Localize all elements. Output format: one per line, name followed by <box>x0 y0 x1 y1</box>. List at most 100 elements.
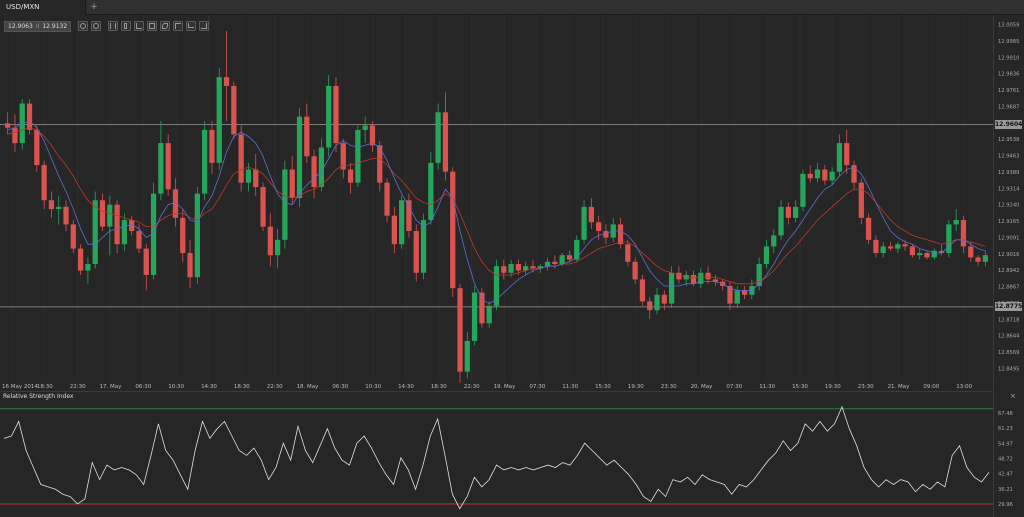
candle-body <box>647 301 653 311</box>
candle-body <box>129 220 135 232</box>
x-tick-label: 09:00 <box>923 384 939 390</box>
rsi-header: Relative Strength Index <box>0 391 993 401</box>
candle-body <box>734 290 740 304</box>
candle-body <box>530 266 536 269</box>
candle-body <box>800 173 806 207</box>
x-tick-label: 18:30 <box>431 384 447 390</box>
candle-body <box>501 266 507 273</box>
add-tab-button[interactable]: + <box>90 2 98 12</box>
candle-body <box>953 220 959 225</box>
x-tick-label: 22:30 <box>267 384 283 390</box>
x-tick-label: 11:30 <box>759 384 775 390</box>
candle-body <box>77 248 84 271</box>
candle-body <box>362 125 368 130</box>
candle-body <box>384 182 390 216</box>
ohlc-readout: 12.9063 II 12.9132 <box>4 21 72 32</box>
candle-body <box>457 288 463 372</box>
y-tick-label: 12.9687 <box>998 104 1019 110</box>
candle-body <box>48 200 55 210</box>
ohlc-low: 12.9063 <box>8 23 33 30</box>
indicator-icon[interactable] <box>147 21 157 31</box>
candle-body <box>420 220 427 273</box>
rsi-line <box>3 405 990 510</box>
line-type-icon[interactable] <box>134 21 144 31</box>
candle-body <box>844 143 850 166</box>
settings-icon[interactable] <box>186 21 196 31</box>
price-tag-upper: 12.9604 <box>995 120 1023 130</box>
candle-body <box>661 294 667 304</box>
price-scale[interactable] <box>993 15 1024 517</box>
tab-usdmxn[interactable]: USD/MXN <box>0 0 86 15</box>
candle-body <box>41 165 47 201</box>
candle-body <box>493 266 500 306</box>
x-tick-label: 06:30 <box>332 384 348 390</box>
crosshair-icon[interactable] <box>173 21 183 31</box>
y-tick-label: 12.8942 <box>998 268 1019 274</box>
candle-body <box>253 169 259 188</box>
x-tick-label: 13:00 <box>956 384 972 390</box>
candle-body <box>318 147 325 188</box>
candle-body <box>559 255 565 264</box>
zoom-out-icon[interactable] <box>91 21 101 31</box>
y-tick-label: 12.9463 <box>998 154 1019 160</box>
price-chart[interactable]: 16 May 2014 18:30 22:30 17. May 06:30 10:30 14… <box>0 15 993 391</box>
candle-body <box>566 255 573 260</box>
candle-body <box>238 134 244 183</box>
y-tick-label: 12.9761 <box>998 88 1019 94</box>
candle-body <box>107 204 113 227</box>
candle-body <box>851 165 857 183</box>
candle-body <box>523 266 529 271</box>
candle-body <box>574 239 580 260</box>
draw-icon[interactable] <box>160 21 170 31</box>
candle-body <box>304 116 310 157</box>
candle-body <box>26 103 33 130</box>
candle-body <box>960 220 967 247</box>
candle-body <box>895 244 901 249</box>
x-tick-label: 15:30 <box>595 384 611 390</box>
x-tick-label: 15:30 <box>792 384 808 390</box>
candle-body <box>632 261 638 280</box>
x-tick-label: 07:30 <box>529 384 545 390</box>
rsi-close-button[interactable]: × <box>1010 392 1016 400</box>
rsi-tick-label: 36.21 <box>998 487 1013 493</box>
candle-body <box>136 231 142 249</box>
x-tick-label: 18:30 <box>234 384 250 390</box>
candle-body <box>260 187 266 227</box>
x-tick-label: 10:30 <box>365 384 381 390</box>
candle-body <box>274 239 281 256</box>
candle-body <box>92 200 98 264</box>
candle-body <box>617 224 624 245</box>
y-tick-label: 12.9016 <box>998 252 1019 258</box>
trend-icon[interactable] <box>199 21 209 31</box>
rsi-chart[interactable] <box>0 401 993 517</box>
zoom-in-icon[interactable] <box>78 21 88 31</box>
candle-body <box>887 246 894 249</box>
candle-body <box>216 77 222 163</box>
candle-body <box>150 193 157 275</box>
candle-body <box>180 217 186 254</box>
y-tick-label: 12.9240 <box>998 203 1019 209</box>
candle-body <box>698 272 704 284</box>
candle-body <box>690 274 697 284</box>
candle-body <box>377 145 383 183</box>
candle-body <box>793 206 799 218</box>
candle-body <box>822 169 828 181</box>
candle-body <box>537 266 543 269</box>
candle-body <box>187 253 193 278</box>
candle-body <box>406 200 412 232</box>
candle-body <box>909 246 916 256</box>
candle-body <box>464 340 470 372</box>
bar-type-icon[interactable] <box>108 21 118 31</box>
y-tick-label: 12.9910 <box>998 55 1019 61</box>
y-tick-label: 12.9389 <box>998 170 1019 176</box>
candle-body <box>902 244 908 247</box>
y-tick-label: 13.0059 <box>998 23 1019 29</box>
x-tick-label: 14:30 <box>398 384 414 390</box>
candle-type-icon[interactable] <box>121 21 131 31</box>
candle-body <box>829 171 835 181</box>
candle-body <box>552 261 558 264</box>
x-tick-label: 22:30 <box>70 384 86 390</box>
x-tick-label: 19. May <box>494 384 517 390</box>
candle-body <box>355 129 361 183</box>
candle-body <box>982 255 988 262</box>
